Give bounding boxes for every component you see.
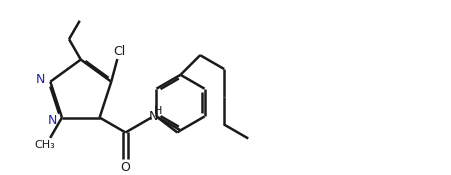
- Text: Cl: Cl: [113, 45, 126, 58]
- Text: H: H: [154, 106, 162, 116]
- Text: N: N: [36, 73, 46, 86]
- Text: CH₃: CH₃: [34, 140, 55, 150]
- Text: N: N: [48, 114, 57, 127]
- Text: O: O: [120, 161, 130, 174]
- Text: N: N: [149, 110, 158, 123]
